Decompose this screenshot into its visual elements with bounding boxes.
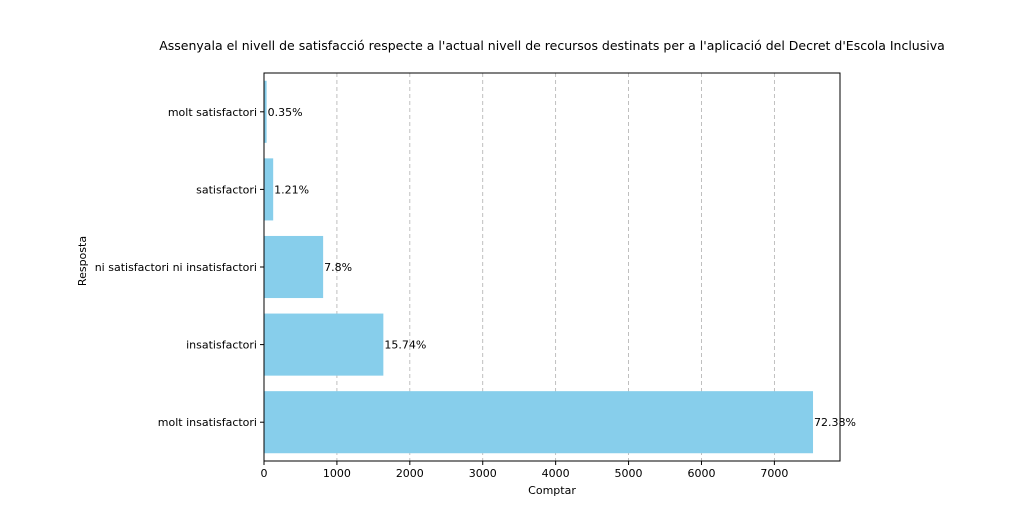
x-tick-label: 7000 bbox=[760, 467, 788, 480]
bar-value-label: 0.35% bbox=[268, 106, 303, 119]
y-axis-ticks: molt insatisfactori insatisfactori ni sati… bbox=[95, 106, 264, 429]
x-tick-label: 0 bbox=[261, 467, 268, 480]
bar-value-label: 72.38% bbox=[814, 416, 856, 429]
x-tick-label: 1000 bbox=[323, 467, 351, 480]
y-tick-label: insatisfactori bbox=[186, 339, 257, 352]
y-tick-label: satisfactori bbox=[196, 183, 257, 196]
x-tick-label: 2000 bbox=[396, 467, 424, 480]
bar bbox=[264, 391, 814, 454]
chart-title: Assenyala el nivell de satisfacció respe… bbox=[159, 38, 945, 53]
bar-value-label: 15.74% bbox=[384, 339, 426, 352]
x-tick-label: 4000 bbox=[542, 467, 570, 480]
y-tick-label: molt satisfactori bbox=[168, 106, 257, 119]
y-tick-label: ni satisfactori ni insatisfactori bbox=[95, 261, 257, 274]
x-tick-label: 6000 bbox=[687, 467, 715, 480]
bar-value-label: 1.21% bbox=[274, 183, 309, 196]
y-tick-label: molt insatisfactori bbox=[158, 416, 257, 429]
x-tick-label: 5000 bbox=[615, 467, 643, 480]
bar bbox=[264, 80, 267, 143]
bar-value-label: 7.8% bbox=[324, 261, 352, 274]
y-axis-label: Resposta bbox=[76, 236, 89, 286]
bars bbox=[264, 80, 814, 454]
bar bbox=[264, 158, 274, 221]
x-axis-label: Comptar bbox=[528, 484, 576, 497]
bar bbox=[264, 235, 324, 299]
x-tick-label: 3000 bbox=[469, 467, 497, 480]
data-labels: 72.38% 15.74% 7.8% 1.21% 0.35% bbox=[268, 106, 856, 429]
x-axis-ticks: 0 1000 2000 3000 4000 5000 6000 7000 bbox=[261, 461, 788, 480]
bar bbox=[264, 313, 384, 376]
